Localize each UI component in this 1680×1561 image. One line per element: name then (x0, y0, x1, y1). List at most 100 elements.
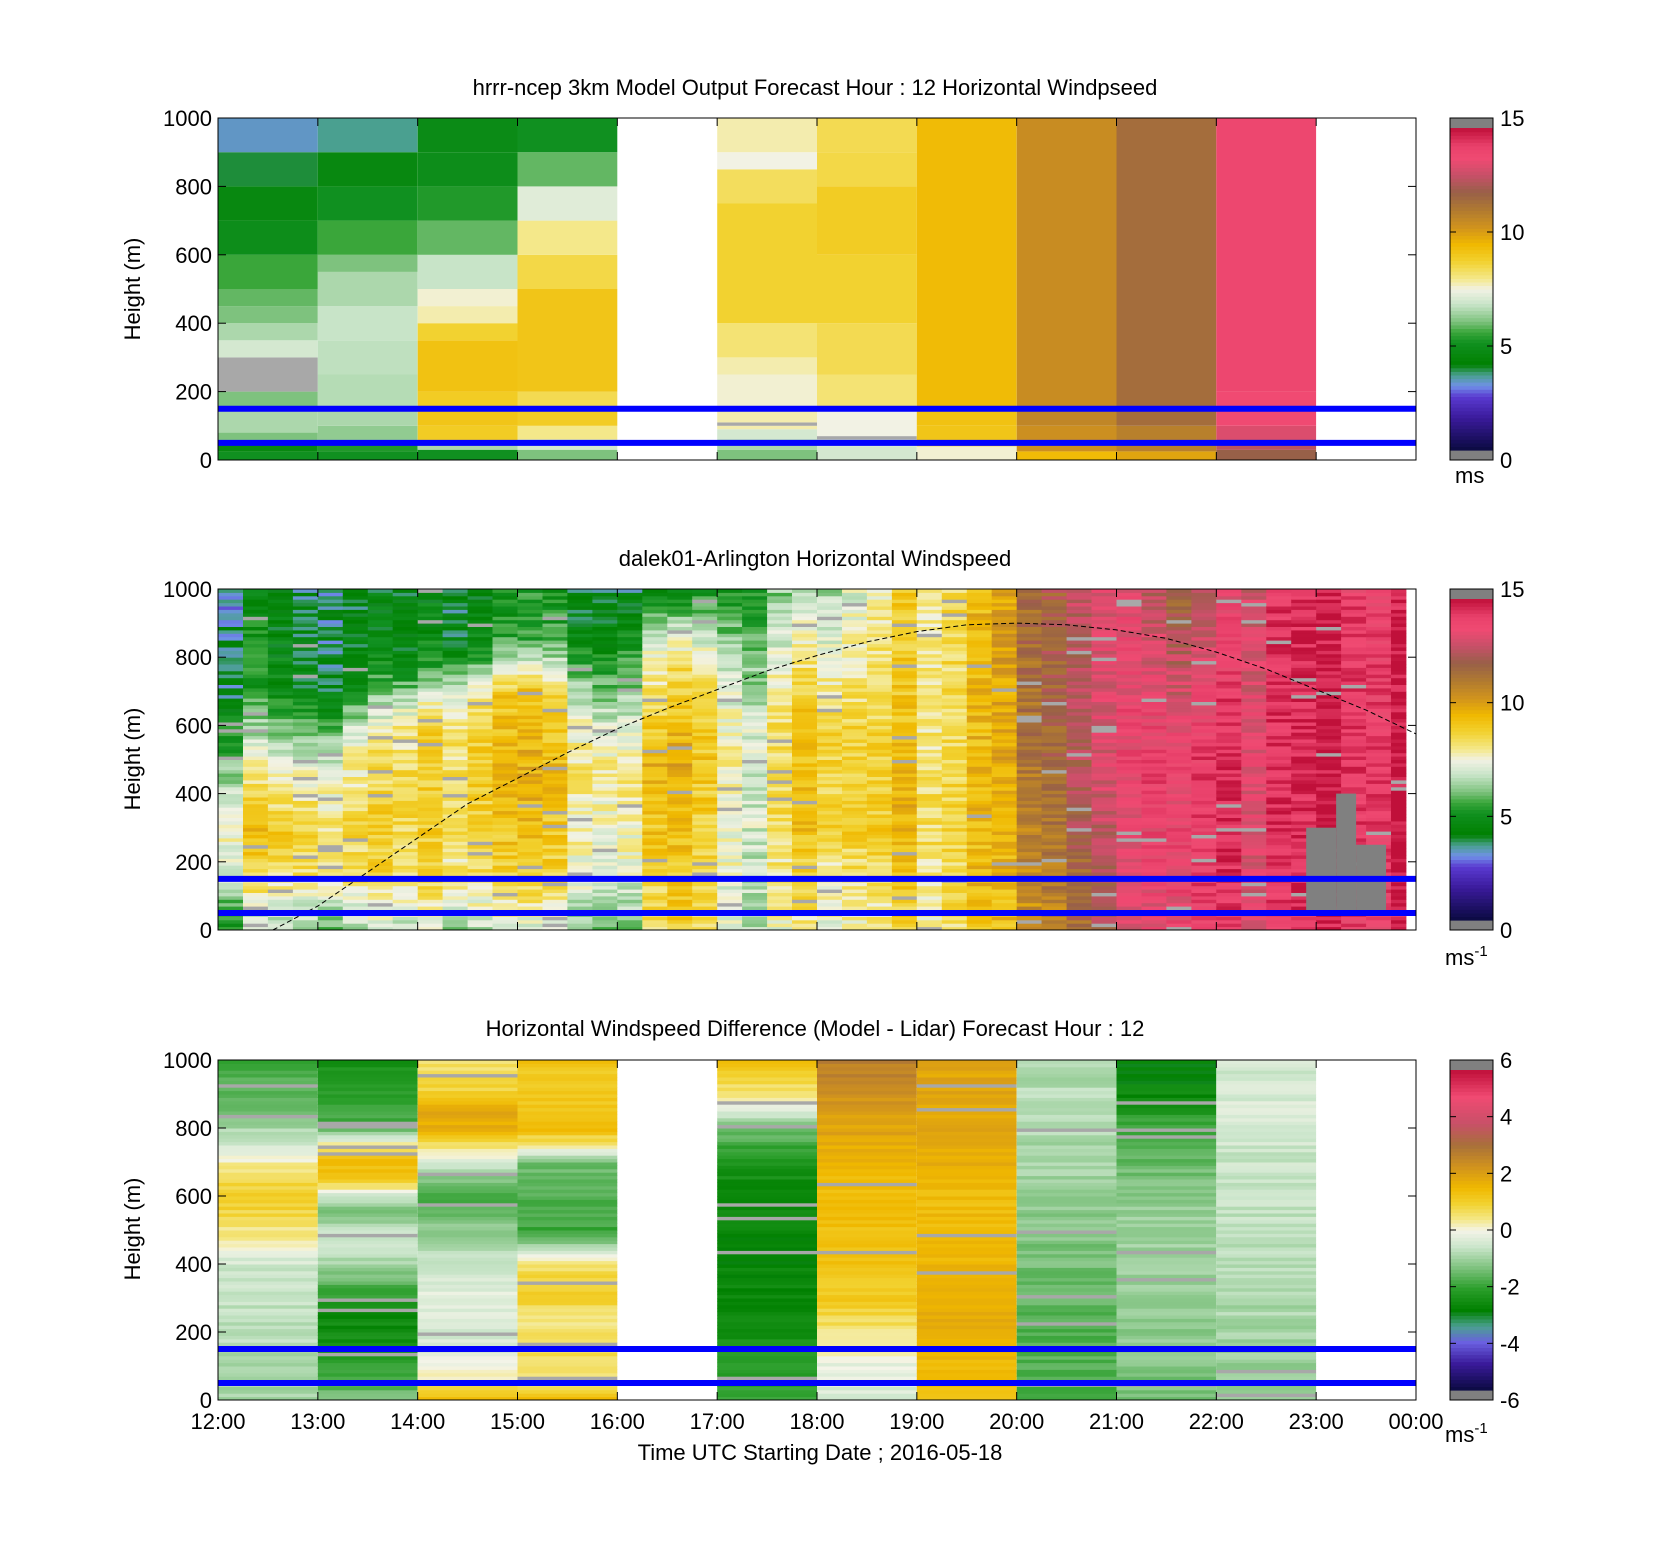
model-cell-2-11 (417, 186, 518, 221)
lidar-cell-34-1 (1066, 923, 1092, 928)
lidar-cell-35-69 (1091, 691, 1117, 696)
lidar-cell-6-41 (367, 786, 394, 791)
model-cell-3-5 (517, 289, 618, 392)
lidar-cell-36-55 (1116, 739, 1142, 743)
lidar-cell-40-28 (1216, 831, 1242, 835)
lidar-cell-10-64 (467, 708, 493, 713)
lidar-cell-17-57 (642, 732, 668, 737)
lidar-cell-39-69 (1191, 691, 1217, 696)
lidar-cell-35-79 (1091, 657, 1117, 662)
lidar-cell-21-99 (742, 589, 768, 593)
lidar-cell-23-6 (792, 906, 818, 910)
lidar-cell-31-83 (991, 643, 1018, 648)
lidar-cell-2-33 (267, 814, 294, 818)
lidar-cell-26-13 (866, 882, 893, 887)
colorbar-1-swatch (1450, 163, 1493, 168)
lidar-cell-22-36 (767, 803, 793, 808)
lidar-cell-4-51 (317, 752, 344, 757)
lidar-cell-33-16 (1041, 872, 1067, 876)
lidar-cell-30-1 (966, 923, 993, 928)
lidar-cell-20-6 (717, 906, 743, 910)
lidar-cell-29-13 (941, 882, 968, 887)
lidar-cell-1-13 (243, 882, 269, 887)
lidar-cell-18-43 (667, 780, 693, 784)
model-cell-0-8 (218, 306, 318, 324)
lidar-cell-43-19 (1291, 861, 1317, 866)
lidar-cell-15-18 (592, 865, 618, 870)
lidar-cell-1-88 (243, 626, 269, 631)
lidar-cell-32-21 (1016, 855, 1043, 859)
lidar-cell-27-58 (891, 728, 918, 733)
lidar-cell-23-72 (792, 681, 818, 685)
lidar-cell-36-16 (1116, 872, 1142, 876)
lidar-cell-0-40 (218, 790, 244, 795)
lidar-cell-30-16 (966, 872, 993, 876)
lidar-cell-27-92 (891, 612, 918, 617)
lidar-cell-36-38 (1116, 797, 1142, 801)
lidar-cell-38-27 (1166, 834, 1192, 839)
lidar-cell-6-66 (367, 701, 394, 706)
lidar-cell-43-10 (1291, 892, 1317, 897)
panel-1-ytick-label: 400 (175, 311, 212, 336)
lidar-cell-41-27 (1241, 834, 1267, 839)
lidar-cell-2-16 (267, 872, 294, 876)
lidar-cell-21-16 (742, 872, 768, 876)
lidar-cell-22-49 (767, 759, 793, 764)
lidar-cell-24-6 (817, 906, 843, 910)
lidar-cell-3-45 (292, 773, 319, 777)
lidar-cell-34-99 (1066, 589, 1092, 593)
lidar-cell-41-32 (1241, 817, 1267, 822)
lidar-cell-3-16 (292, 872, 319, 876)
lidar-cell-8-53 (417, 745, 444, 750)
lidar-cell-35-8 (1091, 899, 1117, 904)
lidar-cell-3-57 (292, 732, 319, 737)
lidar-cell-5-61 (342, 718, 369, 723)
lidar-cell-7-11 (392, 889, 419, 893)
lidar-cell-30-32 (966, 817, 993, 822)
lidar-cell-7-29 (392, 827, 419, 832)
lidar-cell-5-2 (342, 919, 369, 924)
lidar-cell-10-17 (467, 868, 493, 873)
model-cell-2-12 (417, 152, 518, 187)
lidar-cell-25-70 (842, 687, 868, 692)
lidar-cell-20-80 (717, 653, 743, 658)
lidar-cell-18-19 (667, 861, 693, 866)
lidar-cell-31-58 (991, 728, 1018, 733)
lidar-cell-31-28 (991, 831, 1018, 835)
lidar-cell-42-36 (1266, 803, 1292, 808)
lidar-cell-9-7 (442, 902, 468, 907)
lidar-cell-40-76 (1216, 667, 1242, 672)
lidar-cell-1-67 (243, 698, 269, 702)
lidar-cell-6-77 (367, 664, 394, 668)
lidar-cell-32-13 (1016, 882, 1043, 887)
lidar-cell-13-62 (542, 715, 568, 720)
lidar-cell-18-32 (667, 817, 693, 822)
lidar-cell-1-86 (243, 633, 269, 638)
lidar-cell-13-17 (542, 868, 568, 873)
lidar-cell-10-39 (467, 793, 493, 798)
lidar-cell-40-11 (1216, 889, 1242, 893)
lidar-cell-28-69 (916, 691, 943, 696)
lidar-cell-16-81 (617, 650, 643, 655)
lidar-cell-22-26 (767, 837, 793, 842)
lidar-cell-17-23 (642, 848, 668, 853)
lidar-cell-18-49 (667, 759, 693, 764)
lidar-cell-31-35 (991, 807, 1018, 812)
lidar-cell-44-44 (1316, 776, 1342, 781)
lidar-cell-36-30 (1116, 824, 1142, 829)
lidar-cell-21-75 (742, 670, 768, 675)
lidar-cell-12-99 (517, 589, 543, 593)
lidar-cell-28-46 (916, 769, 943, 774)
lidar-cell-38-6 (1166, 906, 1192, 910)
lidar-cell-12-79 (517, 657, 543, 662)
lidar-cell-39-8 (1191, 899, 1217, 904)
lidar-cell-26-42 (866, 783, 893, 788)
lidar-cell-36-72 (1116, 681, 1142, 685)
lidar-cell-21-37 (742, 800, 768, 805)
lidar-cell-37-52 (1141, 749, 1167, 754)
lidar-cell-2-96 (267, 599, 294, 604)
lidar-cell-5-78 (342, 660, 369, 665)
lidar-cell-47-0 (1391, 926, 1407, 931)
lidar-cell-40-27 (1216, 834, 1242, 839)
lidar-cell-14-60 (567, 722, 593, 726)
